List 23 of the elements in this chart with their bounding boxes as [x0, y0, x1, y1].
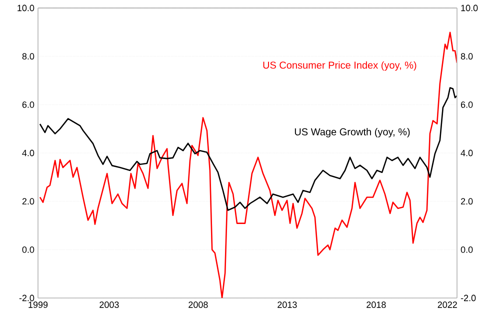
- x-tick-label: 1999: [28, 302, 48, 308]
- y2-tick-label: 10.0: [461, 4, 478, 12]
- y-tick-label: 2.0: [22, 198, 34, 205]
- y-tick-label: 4.0: [22, 150, 34, 156]
- text: US Wage Growth (yoy, %): [294, 128, 410, 138]
- y2-tick-label: 8.0: [460, 53, 473, 60]
- x-tick-label: 2018: [366, 302, 386, 308]
- x-tick-label: 2013: [278, 302, 297, 308]
- x-tick-label: 2003: [100, 302, 119, 308]
- y-tick-label: 8.0: [22, 53, 34, 60]
- line-series: [39, 87, 458, 211]
- y-tick-label: 0.0: [22, 246, 34, 253]
- x-tick-label: 2008: [188, 302, 208, 308]
- y2-tick-label: 0.0: [460, 246, 473, 253]
- y2-tick-label: -2.0: [460, 294, 476, 302]
- y-tick-label: 6.0: [22, 101, 34, 108]
- y2-tick-label: 6.0: [461, 101, 473, 108]
- y2-tick-label: 2.0: [461, 198, 473, 205]
- y-tick-label: -2.0: [19, 294, 34, 302]
- x-tick-label: 2022: [438, 302, 457, 308]
- y2-tick-label: 4.0: [460, 150, 473, 156]
- text: US Consumer Price Index (yoy, %): [263, 61, 416, 71]
- y-tick-label: 10.0: [18, 4, 34, 12]
